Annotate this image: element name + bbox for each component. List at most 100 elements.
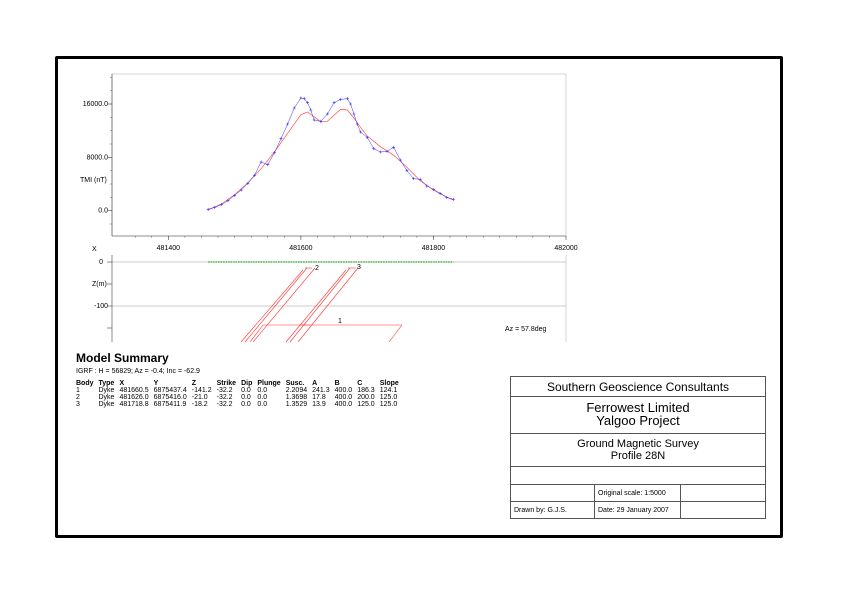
scale-row-spare <box>681 485 765 501</box>
observed-point <box>345 97 349 101</box>
table-cell: 1.3529 <box>285 401 308 408</box>
dyke-body-3 <box>285 267 359 343</box>
observed-line <box>208 97 454 210</box>
table-row: 2 Dyke 481626.0 6875416.0 -21.0 -32.2 0.0 0.0 1.… <box>76 394 404 401</box>
scale-text: Original scale: 1:5000 <box>595 485 681 501</box>
x-tick-label: 481800 <box>422 245 445 252</box>
table-cell: 400.0 <box>334 394 353 401</box>
observed-point <box>299 96 303 100</box>
table-cell: 481626.0 <box>119 394 149 401</box>
dyke-body-1 <box>249 324 403 343</box>
section-y-label: Z(m) <box>92 281 107 288</box>
table-cell: -32.2 <box>216 387 233 394</box>
table-cell: 400.0 <box>334 401 353 408</box>
table-cell: 186.3 <box>357 387 375 394</box>
table-cell: Dyke <box>98 387 115 394</box>
observed-point <box>239 188 243 192</box>
observed-point <box>405 169 409 173</box>
table-cell: 2 <box>76 394 80 401</box>
y-tick-label: 8000.0 <box>87 154 109 161</box>
igrf-line: IGRF : H = 56829; Az = -0.4; Inc = -62.9 <box>76 368 200 375</box>
table-header-cell: Slope <box>379 380 399 387</box>
x-tick-label: 481400 <box>157 245 180 252</box>
table-cell: 0.0 <box>241 394 251 401</box>
profile-name: Profile 28N <box>610 450 666 462</box>
table-header-cell: Strike <box>216 380 237 387</box>
model-summary: Model Summary IGRF : H = 56829; Az = -0.… <box>76 352 404 408</box>
dyke-label-2: 2 <box>315 265 319 272</box>
table-cell: 125.0 <box>379 394 398 401</box>
x-tick-label: 481600 <box>289 245 312 252</box>
dyke-body-2 <box>240 267 316 343</box>
company-name: Southern Geoscience Consultants <box>511 377 765 397</box>
title-block: Southern Geoscience Consultants Ferrowes… <box>510 376 766 519</box>
drawn-row: Drawn by: G.J.S. Date: 29 January 2007 <box>511 502 765 519</box>
y-tick-label: 16000.0 <box>83 101 108 108</box>
table-cell: -32.2 <box>216 394 233 401</box>
observed-series <box>206 96 455 211</box>
table-cell: 17.8 <box>312 394 326 401</box>
table-cell: Dyke <box>98 401 115 408</box>
scale-row-empty <box>511 485 595 501</box>
observed-point <box>431 187 435 191</box>
table-row: 3 Dyke 481718.8 6875411.9 -18.2 -32.2 0.0 0.0 1.… <box>76 401 404 408</box>
observed-point <box>279 137 283 141</box>
blank-row <box>511 467 765 485</box>
client-block: Ferrowest Limited Yalgoo Project <box>511 397 765 434</box>
observed-point <box>339 97 343 101</box>
bodies-header-row: Body Type X Y Z Strike Dip Plunge Susc. A B C Slope <box>76 380 404 387</box>
tmi-y-ticks: 16000.0 8000.0 0.0 <box>83 77 112 225</box>
observed-point <box>309 108 313 112</box>
table-cell: -18.2 <box>191 401 208 408</box>
observed-point <box>418 177 422 181</box>
table-cell: Dyke <box>98 394 115 401</box>
table-cell: 400.0 <box>334 387 353 394</box>
table-cell: 6875416.0 <box>153 394 187 401</box>
observed-point <box>312 118 316 122</box>
table-header-cell: Body <box>76 380 94 387</box>
table-cell: -21.0 <box>191 394 208 401</box>
observed-point <box>286 122 290 126</box>
observed-point <box>325 112 329 116</box>
observed-point <box>365 135 369 139</box>
table-cell: 241.3 <box>312 387 330 394</box>
project-name: Yalgoo Project <box>596 413 680 428</box>
page-frame <box>55 56 783 538</box>
observed-point <box>233 193 237 197</box>
bodies-rows: 1 Dyke 481660.5 6875437.4 -141.2 -32.2 0.0 0.0 2… <box>76 387 404 408</box>
observed-point <box>378 150 382 154</box>
table-cell: 125.0 <box>379 401 398 408</box>
observed-point <box>445 195 449 199</box>
table-cell: -141.2 <box>191 387 212 394</box>
observed-point <box>425 184 429 188</box>
table-header-cell: A <box>312 380 318 387</box>
observed-point <box>398 158 402 162</box>
table-cell: 2.2094 <box>285 387 308 394</box>
drawn-date: Date: 29 January 2007 <box>595 502 681 519</box>
survey-name: Ground Magnetic Survey <box>577 438 699 450</box>
table-header-cell: Plunge <box>257 380 281 387</box>
x-tick-label: 482000 <box>554 245 577 252</box>
observed-point <box>226 199 230 203</box>
table-cell: 0.0 <box>241 387 251 394</box>
calculated-line <box>207 108 454 211</box>
observed-point <box>292 106 296 110</box>
table-cell: 200.0 <box>357 394 375 401</box>
observed-point <box>306 101 310 105</box>
observed-point <box>259 160 263 164</box>
table-cell: 6875437.4 <box>153 387 187 394</box>
observed-point <box>219 203 223 207</box>
observed-point <box>349 102 353 106</box>
observed-point <box>451 197 455 201</box>
azimuth-label: Az = 57.8deg <box>505 326 547 333</box>
section-tick-minus100: -100 <box>94 303 108 310</box>
dyke-label-1: 1 <box>338 318 342 325</box>
table-header-cell: Y <box>153 380 159 387</box>
table-cell: 3 <box>76 401 80 408</box>
table-header-cell: Z <box>191 380 197 387</box>
table-cell: 125.0 <box>357 401 375 408</box>
table-cell: 13.9 <box>312 401 326 408</box>
table-cell: 1 <box>76 387 80 394</box>
dyke-label-3: 3 <box>357 264 361 271</box>
table-header-cell: B <box>334 380 340 387</box>
